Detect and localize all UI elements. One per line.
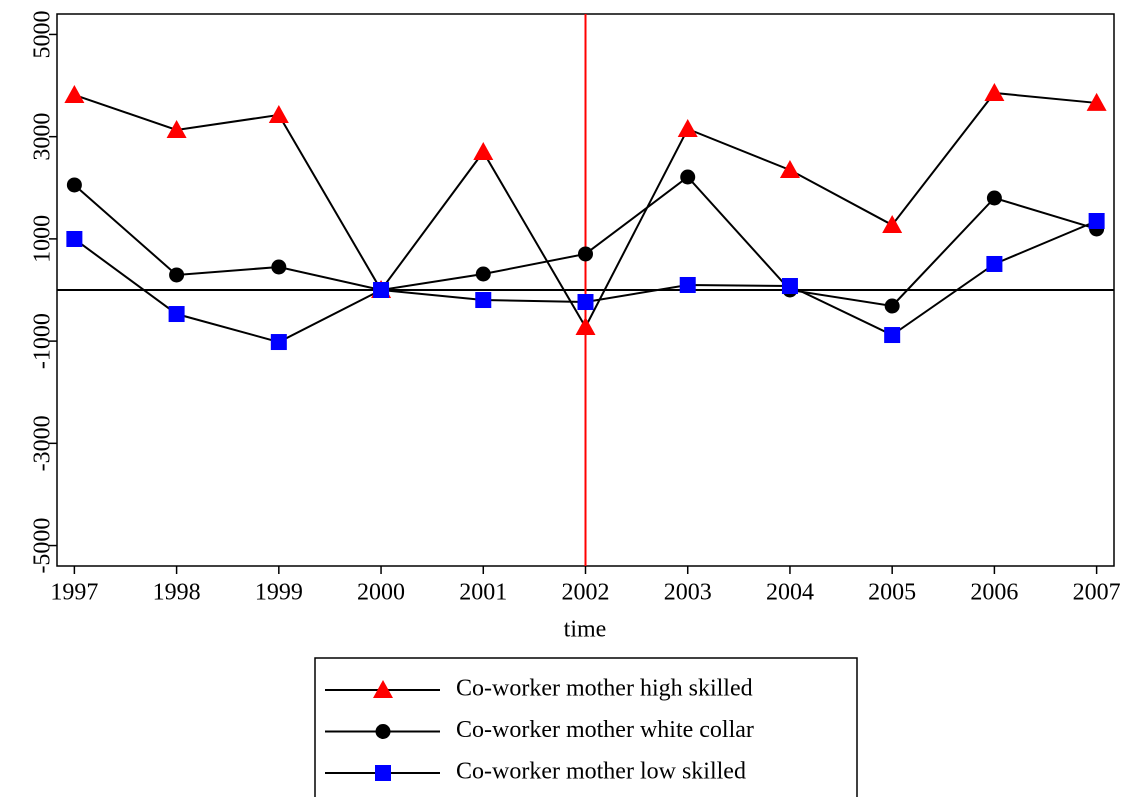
- data-point: [986, 190, 1002, 206]
- data-point: [679, 276, 696, 293]
- data-point: [577, 294, 594, 311]
- legend-label: Co-worker mother white collar: [456, 717, 754, 743]
- x-axis-label: time: [564, 617, 607, 643]
- y-tick-label: -3000: [30, 415, 56, 471]
- data-point: [168, 306, 185, 323]
- data-point: [270, 334, 287, 351]
- y-tick-label: -5000: [30, 518, 56, 574]
- x-tick-label: 1997: [50, 580, 98, 606]
- y-tick-label: 3000: [30, 113, 56, 161]
- y-tick-label: 5000: [30, 10, 56, 58]
- data-point: [166, 119, 187, 138]
- x-tick-label: 2002: [562, 580, 610, 606]
- data-point: [1086, 92, 1107, 111]
- x-tick-label: 2000: [357, 580, 405, 606]
- data-point: [169, 267, 185, 283]
- data-point: [475, 266, 491, 282]
- legend-label: Co-worker mother high skilled: [456, 676, 753, 702]
- x-tick-label: 2006: [970, 580, 1018, 606]
- x-tick-label: 2003: [664, 580, 712, 606]
- y-tick-label: -1000: [30, 313, 56, 369]
- data-point: [781, 278, 798, 295]
- data-point: [882, 214, 903, 233]
- data-point: [575, 317, 596, 336]
- x-tick-label: 2005: [868, 580, 916, 606]
- data-point: [66, 177, 82, 193]
- legend-label: Co-worker mother low skilled: [456, 759, 746, 785]
- data-point: [680, 169, 696, 185]
- y-tick-label: 1000: [30, 215, 56, 263]
- data-point: [66, 230, 83, 247]
- legend-marker: [375, 765, 391, 781]
- data-point: [473, 142, 494, 160]
- legend-marker: [375, 724, 391, 739]
- x-tick-label: 1999: [255, 580, 303, 606]
- data-point: [884, 298, 900, 314]
- data-point: [677, 119, 698, 137]
- data-point: [64, 84, 85, 103]
- data-point: [578, 246, 593, 262]
- x-tick-label: 1998: [153, 580, 201, 606]
- data-point: [884, 327, 901, 344]
- data-point: [779, 159, 800, 178]
- data-point: [268, 104, 289, 123]
- legend-marker: [373, 680, 393, 698]
- data-point: [1088, 213, 1105, 229]
- data-point: [373, 282, 390, 298]
- data-point: [984, 82, 1005, 101]
- data-point: [271, 259, 287, 275]
- x-tick-label: 2001: [459, 580, 507, 606]
- data-point: [475, 292, 492, 309]
- data-point: [986, 255, 1003, 272]
- x-tick-label: 2007: [1073, 580, 1121, 606]
- x-tick-label: 2004: [766, 580, 814, 606]
